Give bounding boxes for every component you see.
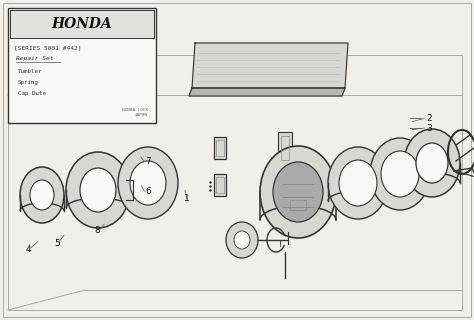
Bar (214, 137, 226, 159)
Bar (281, 136, 289, 160)
Polygon shape (189, 88, 345, 96)
Text: 7: 7 (145, 157, 151, 166)
Ellipse shape (339, 160, 377, 206)
Ellipse shape (66, 152, 130, 228)
Text: HONDA LOCK
JAPAN: HONDA LOCK JAPAN (122, 108, 148, 117)
Ellipse shape (80, 168, 116, 212)
Ellipse shape (30, 180, 54, 210)
Bar (8, 8, 156, 123)
Text: 4: 4 (26, 245, 31, 254)
Ellipse shape (381, 151, 419, 197)
Text: 2: 2 (427, 114, 432, 123)
Text: HONDA: HONDA (52, 17, 112, 31)
Ellipse shape (416, 143, 448, 183)
Text: Tumbler: Tumbler (18, 69, 43, 74)
Ellipse shape (260, 146, 336, 238)
Bar (278, 132, 292, 164)
Text: 6: 6 (145, 187, 151, 196)
Bar (290, 200, 306, 210)
Bar (216, 140, 224, 156)
Text: 8: 8 (94, 226, 100, 235)
Ellipse shape (404, 129, 460, 197)
Text: 5: 5 (54, 239, 60, 248)
Polygon shape (192, 43, 348, 88)
Ellipse shape (130, 161, 166, 205)
Ellipse shape (370, 138, 430, 210)
Text: 3: 3 (427, 124, 432, 132)
Text: 1: 1 (184, 194, 190, 203)
Ellipse shape (20, 167, 64, 223)
Bar (10, 10, 154, 38)
Text: [SERIES 5001 #442]: [SERIES 5001 #442] (14, 45, 82, 50)
Ellipse shape (118, 147, 178, 219)
Ellipse shape (328, 147, 388, 219)
Ellipse shape (273, 162, 323, 222)
Ellipse shape (234, 231, 250, 249)
Text: Cap Dute: Cap Dute (18, 91, 46, 96)
Text: Spring: Spring (18, 80, 39, 85)
Bar (214, 174, 226, 196)
Ellipse shape (226, 222, 258, 258)
Text: Repair Set: Repair Set (16, 56, 54, 61)
Bar (216, 177, 224, 193)
